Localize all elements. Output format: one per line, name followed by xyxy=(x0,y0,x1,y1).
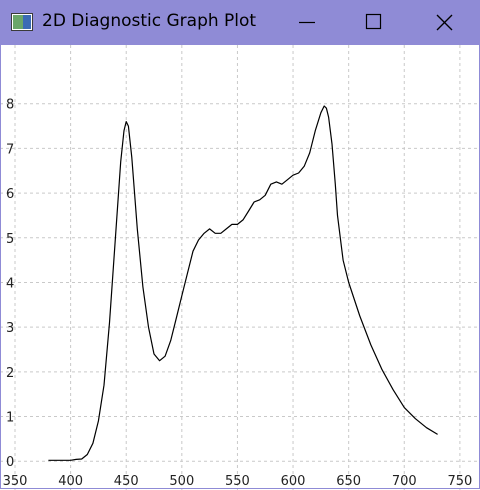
y-tick-label: 7 xyxy=(6,142,14,157)
close-button[interactable] xyxy=(421,0,467,45)
title-bar: 2D Diagnostic Graph Plot xyxy=(0,0,480,45)
maximize-icon xyxy=(365,13,382,30)
minimize-button[interactable] xyxy=(284,0,330,45)
y-tick-label: 0 xyxy=(6,455,14,470)
x-axis-tick-labels: 350 400 450 500 550 600 650 700 750 xyxy=(3,474,473,489)
plot-area: 0 1 2 3 4 5 6 7 8 350 400 450 500 550 600 650 700 750 xyxy=(0,45,480,490)
x-tick-label: 400 xyxy=(58,474,83,489)
y-tick-label: 1 xyxy=(6,411,14,426)
x-tick-label: 700 xyxy=(392,474,417,489)
series-line-0 xyxy=(48,105,438,461)
x-tick-label: 500 xyxy=(169,474,194,489)
minimize-icon xyxy=(299,21,315,24)
window-frame xyxy=(0,45,480,489)
y-tick-label: 5 xyxy=(6,232,14,247)
maximize-button[interactable] xyxy=(350,0,396,45)
app-icon xyxy=(11,13,33,31)
y-tick-label: 8 xyxy=(6,98,14,113)
y-tick-label: 3 xyxy=(6,321,14,336)
close-icon xyxy=(436,14,453,31)
x-tick-label: 650 xyxy=(336,474,361,489)
y-tick-label: 2 xyxy=(6,366,14,381)
x-tick-label: 750 xyxy=(447,474,472,489)
series-lines xyxy=(48,105,438,461)
y-tick-label: 4 xyxy=(6,276,14,291)
window-title: 2D Diagnostic Graph Plot xyxy=(42,11,257,31)
x-tick-label: 600 xyxy=(281,474,306,489)
x-tick-label: 350 xyxy=(3,474,28,489)
grid xyxy=(0,45,480,490)
y-tick-label: 6 xyxy=(6,187,14,202)
x-tick-label: 550 xyxy=(225,474,250,489)
y-axis-tick-labels: 0 1 2 3 4 5 6 7 8 xyxy=(6,98,14,470)
x-tick-label: 450 xyxy=(114,474,139,489)
